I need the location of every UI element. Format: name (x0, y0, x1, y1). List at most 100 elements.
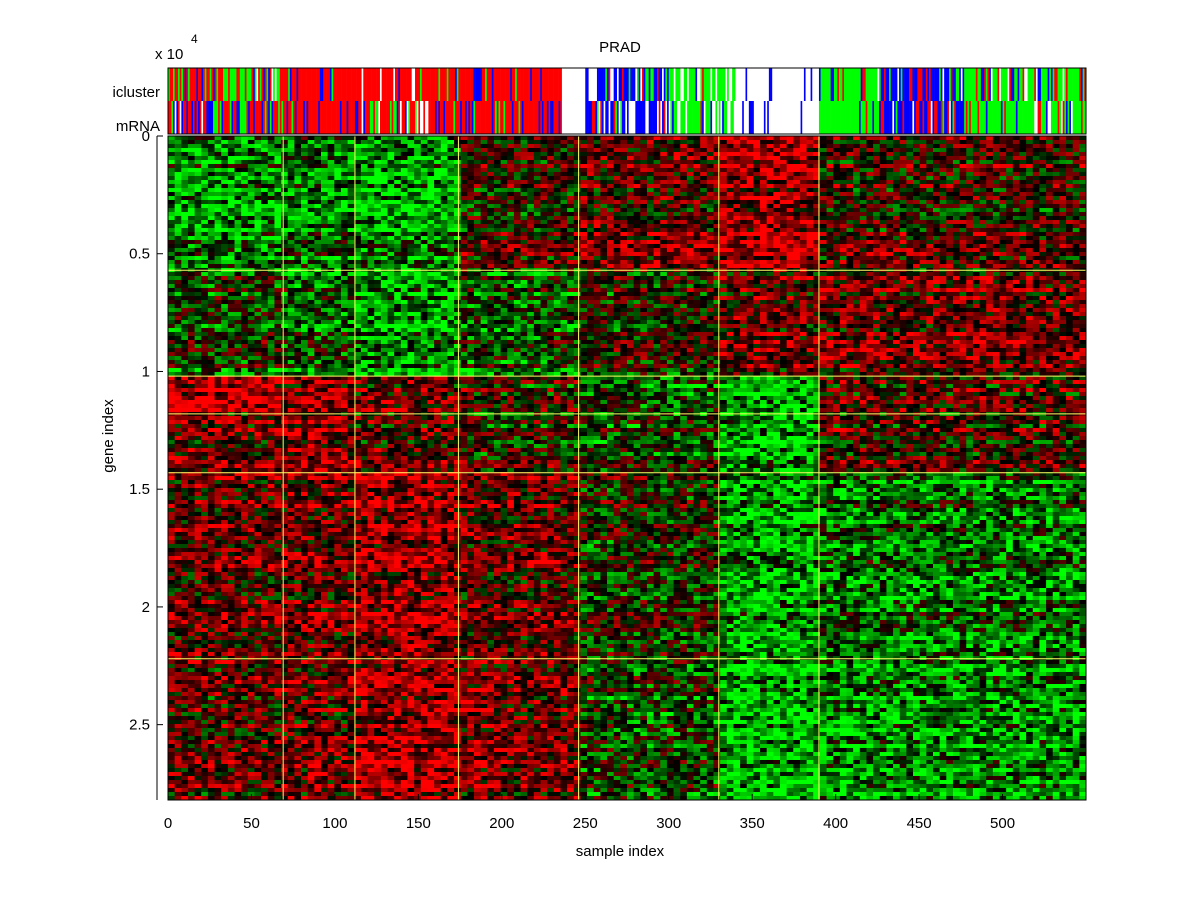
heatmap-cell (360, 172, 368, 177)
heatmap-cell (194, 244, 202, 249)
heatmap-cell (660, 168, 668, 173)
heatmap-cell (879, 164, 887, 169)
heatmap-cell (340, 164, 349, 169)
heatmap-cell (434, 232, 442, 237)
heatmap-cell (414, 240, 422, 245)
heatmap-cell (387, 184, 395, 189)
heatmap-cell (1026, 232, 1034, 237)
heatmap-cell (686, 228, 694, 233)
mrna-cell (962, 101, 965, 134)
heatmap-cell (773, 212, 781, 217)
heatmap-cell (853, 228, 861, 233)
heatmap-cell (952, 152, 961, 157)
mrna-cell (561, 101, 564, 134)
heatmap-cell (853, 244, 861, 249)
heatmap-cell (866, 196, 874, 201)
heatmap-cell (873, 144, 881, 149)
heatmap-cell (653, 152, 661, 157)
heatmap-cell (952, 232, 961, 237)
icluster-cell (376, 68, 379, 101)
heatmap-cell (613, 216, 621, 221)
heatmap-cell (573, 164, 581, 169)
mrna-cell (621, 101, 624, 134)
heatmap-cell (713, 136, 721, 141)
mrna-cell (975, 101, 978, 134)
heatmap-cell (620, 140, 628, 145)
heatmap-cell (893, 212, 901, 217)
heatmap-cell (420, 184, 428, 189)
mrna-cell (488, 101, 491, 134)
heatmap-cell (853, 200, 861, 205)
heatmap-cell (999, 208, 1007, 213)
mrna-cell (935, 101, 938, 134)
heatmap-cell (906, 188, 914, 193)
heatmap-cell (1052, 204, 1060, 209)
heatmap-cell (247, 204, 255, 209)
heatmap-cell (340, 232, 349, 237)
heatmap-cell (686, 156, 694, 161)
heatmap-cell (700, 136, 708, 141)
heatmap-cell (168, 204, 176, 209)
heatmap-cell (234, 168, 242, 173)
heatmap-cell (474, 196, 482, 201)
icluster-cell (662, 68, 665, 101)
heatmap-cell (520, 164, 528, 169)
heatmap-cell (1046, 172, 1054, 177)
icluster-cell (558, 68, 561, 101)
heatmap-cell (646, 236, 655, 241)
heatmap-cell (327, 164, 335, 169)
heatmap-cell (999, 228, 1007, 233)
mrna-cell (540, 101, 543, 134)
heatmap-cell (181, 216, 189, 221)
heatmap-cell (500, 148, 508, 153)
mrna-cell (593, 101, 596, 134)
heatmap-cell (553, 212, 561, 217)
heatmap-cell (207, 172, 215, 177)
heatmap-cell (873, 224, 881, 229)
heatmap-cell (1059, 188, 1067, 193)
heatmap-cell (287, 156, 295, 161)
heatmap-cell (966, 196, 974, 201)
heatmap-cell (620, 184, 628, 189)
heatmap-cell (467, 176, 475, 181)
heatmap-cell (487, 224, 495, 229)
heatmap-cell (706, 164, 714, 169)
heatmap-cell (281, 240, 289, 245)
heatmap-cell (646, 172, 655, 177)
heatmap-cell (407, 144, 415, 149)
heatmap-cell (467, 148, 475, 153)
heatmap-cell (939, 240, 947, 245)
mrna-cell (364, 101, 367, 134)
heatmap-cell (261, 172, 269, 177)
heatmap-cell (367, 140, 375, 145)
mrna-cell (872, 101, 875, 134)
icluster-cell (389, 68, 392, 101)
heatmap-cell (281, 228, 289, 233)
heatmap-cell (427, 228, 435, 233)
icluster-cell (657, 68, 660, 101)
heatmap-cell (866, 180, 874, 185)
mrna-cell (528, 101, 531, 134)
mrna-cell (987, 101, 990, 134)
heatmap-cell (1012, 168, 1020, 173)
heatmap-cell (201, 144, 209, 149)
heatmap-cell (740, 236, 748, 241)
heatmap-cell (400, 244, 408, 249)
heatmap-cell (966, 228, 974, 233)
heatmap-cell (979, 136, 987, 141)
heatmap-cell (567, 140, 575, 145)
heatmap-cell (474, 176, 482, 181)
heatmap-cell (274, 244, 282, 249)
heatmap-cell (487, 200, 495, 205)
heatmap-cell (587, 144, 595, 149)
heatmap-cell (992, 176, 1000, 181)
heatmap-cell (214, 188, 222, 193)
icluster-cell (525, 68, 528, 101)
mrna-cell (435, 101, 438, 134)
icluster-cell (571, 68, 574, 101)
mrna-cell (1052, 101, 1055, 134)
icluster-cell (561, 68, 564, 101)
heatmap-cell (274, 164, 282, 169)
icluster-cell (900, 68, 903, 101)
icluster-cell (730, 68, 733, 101)
